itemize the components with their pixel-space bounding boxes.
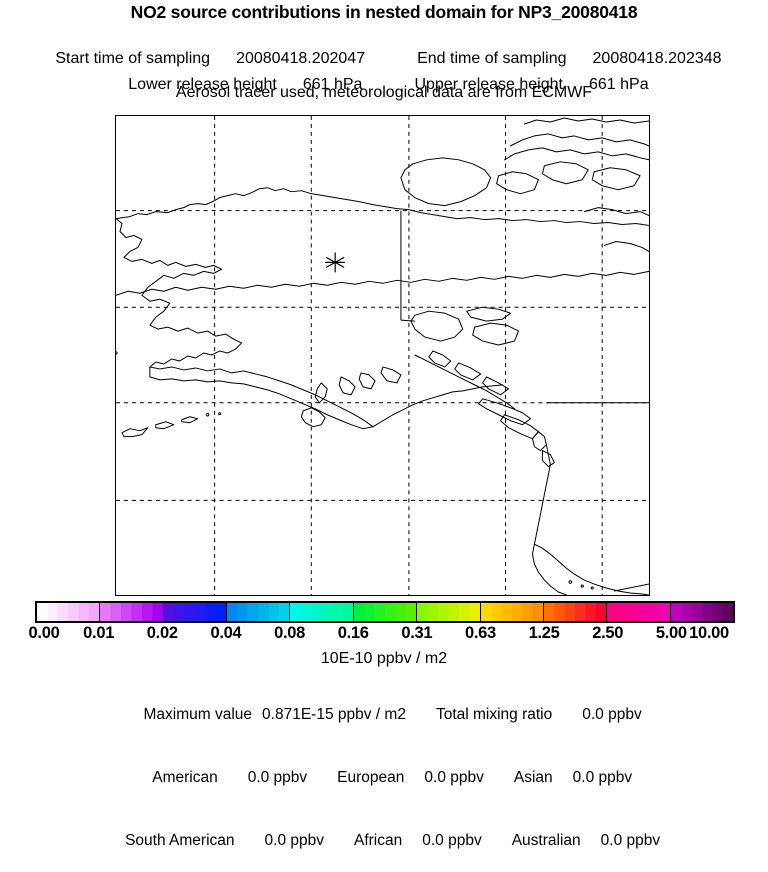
region-value-australian: 0.0 ppbv bbox=[600, 832, 661, 849]
region-label-australian: Australian bbox=[511, 832, 581, 849]
colorbar-tick-label: 0.31 bbox=[401, 624, 433, 642]
colorbar-tick-label: 0.02 bbox=[146, 624, 178, 642]
release-height-line: Lower release height 661 hPa Upper release… bbox=[0, 58, 768, 94]
region-label-african: African bbox=[354, 832, 403, 849]
release-site-asterisk bbox=[325, 252, 346, 273]
colorbar-unit-label: 10E-10 ppbv / m2 bbox=[320, 650, 448, 667]
region-label-american: American bbox=[152, 769, 218, 786]
colorbar-segment bbox=[480, 603, 544, 621]
colorbar-segment bbox=[163, 603, 228, 621]
maximum-value: 0.871E-15 ppbv / m2 bbox=[262, 706, 406, 723]
start-time-label: Start time of sampling bbox=[55, 50, 211, 67]
stats-row-maximum: Maximum value 0.871E-15 ppbv / m2 Total mi… bbox=[0, 683, 768, 746]
stats-row-1: American 0.0 ppbv European 0.0 ppbv Asian 0.0… bbox=[0, 746, 768, 809]
colorbar-tick-label: 0.01 bbox=[83, 624, 115, 642]
page-title: NO2 source contributions in nested domai… bbox=[130, 2, 638, 22]
colorbar-tick-label: 10.00 bbox=[689, 624, 729, 642]
end-time-label: End time of sampling bbox=[417, 50, 567, 67]
colorbar-segment bbox=[353, 603, 418, 621]
region-value-south-american: 0.0 ppbv bbox=[264, 832, 324, 849]
colorbar bbox=[35, 601, 735, 623]
political-borders bbox=[400, 210, 649, 592]
stats-row-2: South American 0.0 ppbv African 0.0 ppbv Aus… bbox=[0, 809, 768, 872]
colorbar-tick-label: 0.63 bbox=[464, 624, 496, 642]
colorbar-segment bbox=[100, 603, 164, 621]
colorbar-segment bbox=[417, 603, 481, 621]
colorbar-tick-label: 2.50 bbox=[592, 624, 624, 642]
region-value-asian: 0.0 ppbv bbox=[572, 769, 633, 786]
colorbar-segment bbox=[37, 603, 101, 621]
colorbar-tick-label: 1.25 bbox=[528, 624, 560, 642]
maximum-value-label: Maximum value bbox=[143, 706, 253, 723]
total-mixing-ratio-value: 0.0 ppbv bbox=[582, 706, 642, 723]
region-value-american: 0.0 ppbv bbox=[247, 769, 308, 786]
gridlines bbox=[116, 116, 649, 595]
colorbar-segment bbox=[670, 603, 733, 621]
upper-release-value: 661 hPa bbox=[588, 76, 649, 93]
colorbar-tick-label: 5.00 bbox=[655, 624, 687, 642]
region-label-european: European bbox=[337, 769, 405, 786]
coastlines bbox=[116, 117, 649, 595]
tracer-note: Aerosol tracer used, meteorological data… bbox=[175, 84, 593, 101]
colorbar-tick-label: 0.04 bbox=[210, 624, 242, 642]
lower-release-label: Lower release height bbox=[128, 76, 277, 93]
map-plot-area bbox=[115, 115, 650, 596]
colorbar-tick-label: 0.08 bbox=[274, 624, 305, 642]
colorbar-segment bbox=[227, 603, 291, 621]
colorbar-tick-labels: 0.00 0.01 0.02 0.04 0.08 0.16 0.31 0.63 1.25 2.50… bbox=[0, 624, 768, 644]
end-time-value: 20080418.202348 bbox=[592, 50, 722, 67]
colorbar-tick-label: 0.16 bbox=[337, 624, 369, 642]
colorbar-segment bbox=[543, 603, 608, 621]
map-canvas bbox=[116, 116, 649, 595]
sampling-time-line: Start time of sampling 20080418.202047 End… bbox=[0, 32, 768, 68]
region-value-european: 0.0 ppbv bbox=[424, 769, 484, 786]
upper-release-label: Upper release height bbox=[414, 76, 563, 93]
statistics-block: Maximum value 0.871E-15 ppbv / m2 Total mi… bbox=[0, 683, 768, 872]
colorbar-tick-label: 0.00 bbox=[28, 624, 60, 642]
total-mixing-ratio-label: Total mixing ratio bbox=[435, 706, 553, 723]
region-value-african: 0.0 ppbv bbox=[422, 832, 482, 849]
colorbar-segment bbox=[607, 603, 671, 621]
lower-release-value: 661 hPa bbox=[302, 76, 363, 93]
region-label-south-american: South American bbox=[125, 832, 235, 849]
start-time-value: 20080418.202047 bbox=[236, 50, 366, 67]
region-label-asian: Asian bbox=[513, 769, 553, 786]
colorbar-segment bbox=[290, 603, 354, 621]
